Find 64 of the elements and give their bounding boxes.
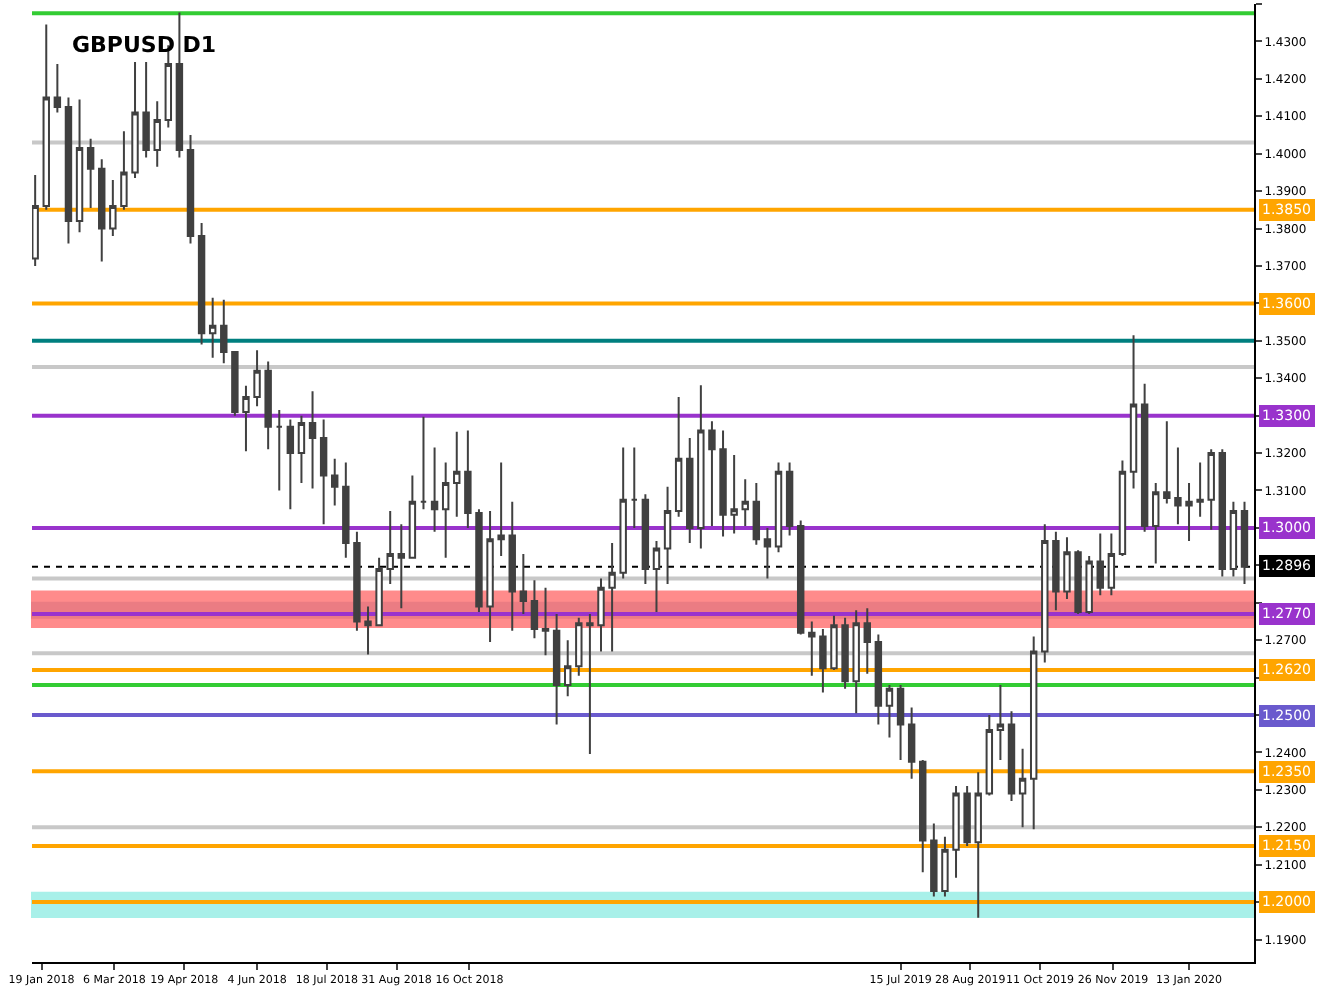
candlestick (75, 98, 84, 234)
candlestick (1240, 500, 1249, 586)
candlestick (297, 414, 306, 484)
candlestick (175, 11, 184, 159)
candlestick (319, 418, 328, 526)
candlestick (763, 526, 772, 580)
candlestick (53, 62, 62, 114)
candlestick (874, 633, 883, 726)
candlestick (275, 409, 283, 492)
candlestick (674, 395, 683, 518)
candlestick (519, 553, 528, 615)
candlestick (1018, 747, 1027, 829)
candlestick (985, 714, 994, 797)
candlestick (907, 706, 916, 780)
candlestick (42, 23, 50, 211)
candlestick (785, 461, 794, 537)
candlestick (508, 500, 516, 632)
candlestick (752, 482, 761, 546)
candlestick (541, 586, 550, 657)
candlestick (86, 137, 95, 209)
candlestick (1218, 448, 1227, 578)
candlestick (663, 485, 672, 586)
candlestick (441, 461, 450, 559)
candlestick (774, 461, 783, 554)
candlestick (331, 457, 339, 507)
candlestick (1152, 482, 1160, 565)
candlestick (453, 430, 461, 518)
candlestick (1140, 382, 1149, 533)
candlestick (641, 493, 650, 586)
candlestick (64, 96, 73, 245)
candlestick (1107, 532, 1116, 597)
candlestick (32, 174, 39, 267)
candlestick (564, 639, 572, 698)
candlestick (1096, 532, 1104, 597)
candlestick (896, 684, 905, 761)
candlestick (1007, 710, 1016, 803)
candlestick (186, 133, 195, 245)
candlestick (408, 474, 417, 559)
candlestick (796, 519, 805, 636)
candlestick (863, 607, 871, 675)
candlestick (1229, 500, 1238, 578)
candlestick (885, 684, 894, 739)
candlestick (552, 612, 561, 726)
candlestick (530, 579, 539, 640)
candlestick (430, 446, 439, 533)
candlestick (208, 296, 217, 359)
candlestick (286, 418, 295, 511)
candlestick (308, 390, 317, 490)
candlestick (1129, 334, 1138, 490)
candlestick (397, 523, 406, 610)
candlestick (974, 771, 982, 919)
text: GBPUSD D1 (72, 32, 217, 58)
candlestick (1118, 459, 1127, 557)
candlestick (153, 100, 161, 168)
candlestick (197, 221, 206, 346)
candlestick (741, 478, 749, 528)
candlestick (1029, 635, 1038, 831)
candlestick (686, 437, 694, 544)
candlestick (98, 158, 106, 263)
candlestick (630, 446, 638, 529)
candlestick (919, 758, 927, 874)
candlestick (419, 415, 428, 511)
candlestick (652, 540, 661, 614)
candlestick (996, 684, 1005, 761)
